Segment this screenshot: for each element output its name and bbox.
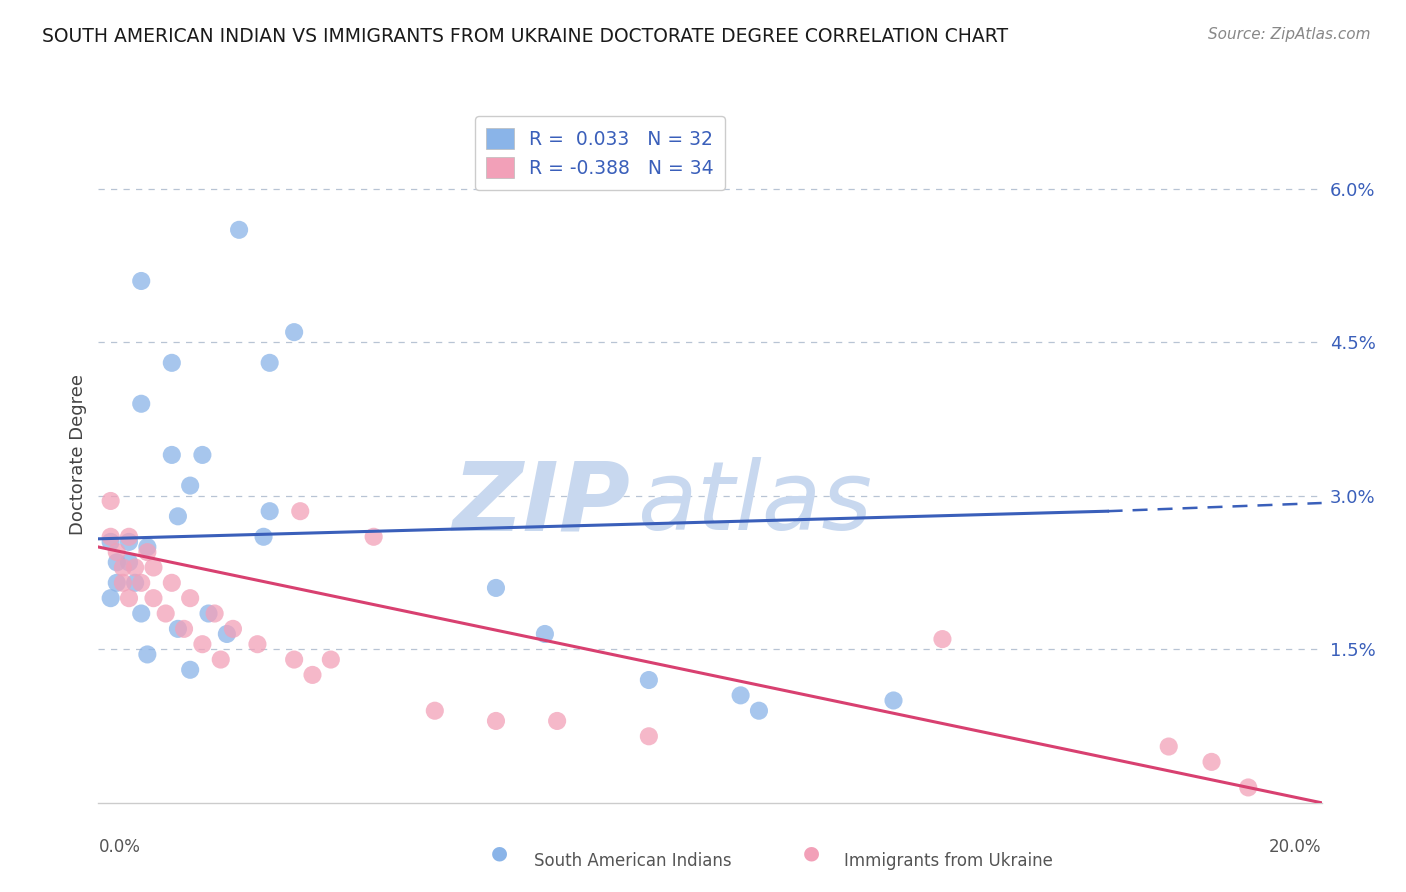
- Point: [100, 535, 122, 549]
- Point: [204, 607, 226, 621]
- Point: [191, 448, 214, 462]
- Point: [100, 494, 122, 508]
- Point: [167, 509, 190, 524]
- Text: Source: ZipAtlas.com: Source: ZipAtlas.com: [1208, 27, 1371, 42]
- Text: ●: ●: [803, 844, 820, 863]
- Point: [179, 663, 201, 677]
- Point: [105, 545, 128, 559]
- Point: [228, 223, 250, 237]
- Point: [1201, 755, 1223, 769]
- Point: [252, 530, 274, 544]
- Point: [259, 504, 281, 518]
- Point: [124, 575, 146, 590]
- Text: ZIP: ZIP: [453, 457, 630, 550]
- Text: 20.0%: 20.0%: [1270, 838, 1322, 855]
- Point: [173, 622, 195, 636]
- Point: [222, 622, 245, 636]
- Point: [259, 356, 281, 370]
- Point: [105, 555, 128, 569]
- Point: [129, 575, 152, 590]
- Text: ●: ●: [491, 844, 508, 863]
- Point: [197, 607, 219, 621]
- Point: [1157, 739, 1180, 754]
- Point: [290, 504, 312, 518]
- Point: [111, 575, 134, 590]
- Point: [1237, 780, 1260, 795]
- Point: [129, 397, 152, 411]
- Point: [883, 693, 905, 707]
- Point: [283, 652, 305, 666]
- Point: [748, 704, 770, 718]
- Point: [209, 652, 232, 666]
- Point: [638, 729, 661, 743]
- Point: [546, 714, 568, 728]
- Point: [160, 575, 183, 590]
- Point: [638, 673, 661, 687]
- Point: [136, 545, 159, 559]
- Point: [118, 555, 141, 569]
- Point: [179, 591, 201, 606]
- Point: [730, 689, 752, 703]
- Point: [167, 622, 190, 636]
- Text: South American Indians: South American Indians: [534, 852, 733, 870]
- Point: [118, 535, 141, 549]
- Point: [142, 560, 165, 574]
- Point: [129, 274, 152, 288]
- Point: [160, 448, 183, 462]
- Point: [191, 637, 214, 651]
- Point: [931, 632, 953, 646]
- Point: [246, 637, 269, 651]
- Point: [100, 530, 122, 544]
- Point: [485, 714, 508, 728]
- Text: atlas: atlas: [637, 457, 872, 550]
- Text: Immigrants from Ukraine: Immigrants from Ukraine: [844, 852, 1053, 870]
- Legend: R =  0.033   N = 32, R = -0.388   N = 34: R = 0.033 N = 32, R = -0.388 N = 34: [475, 117, 725, 190]
- Point: [118, 530, 141, 544]
- Point: [423, 704, 446, 718]
- Text: 0.0%: 0.0%: [98, 838, 141, 855]
- Point: [301, 668, 323, 682]
- Point: [155, 607, 177, 621]
- Text: SOUTH AMERICAN INDIAN VS IMMIGRANTS FROM UKRAINE DOCTORATE DEGREE CORRELATION CH: SOUTH AMERICAN INDIAN VS IMMIGRANTS FROM…: [42, 27, 1008, 45]
- Point: [319, 652, 342, 666]
- Point: [124, 560, 146, 574]
- Point: [283, 325, 305, 339]
- Point: [363, 530, 385, 544]
- Point: [534, 627, 557, 641]
- Point: [100, 591, 122, 606]
- Point: [142, 591, 165, 606]
- Point: [118, 591, 141, 606]
- Y-axis label: Doctorate Degree: Doctorate Degree: [69, 375, 87, 535]
- Point: [129, 607, 152, 621]
- Point: [485, 581, 508, 595]
- Point: [136, 648, 159, 662]
- Point: [179, 478, 201, 492]
- Point: [215, 627, 238, 641]
- Point: [111, 560, 134, 574]
- Point: [105, 575, 128, 590]
- Point: [136, 540, 159, 554]
- Point: [160, 356, 183, 370]
